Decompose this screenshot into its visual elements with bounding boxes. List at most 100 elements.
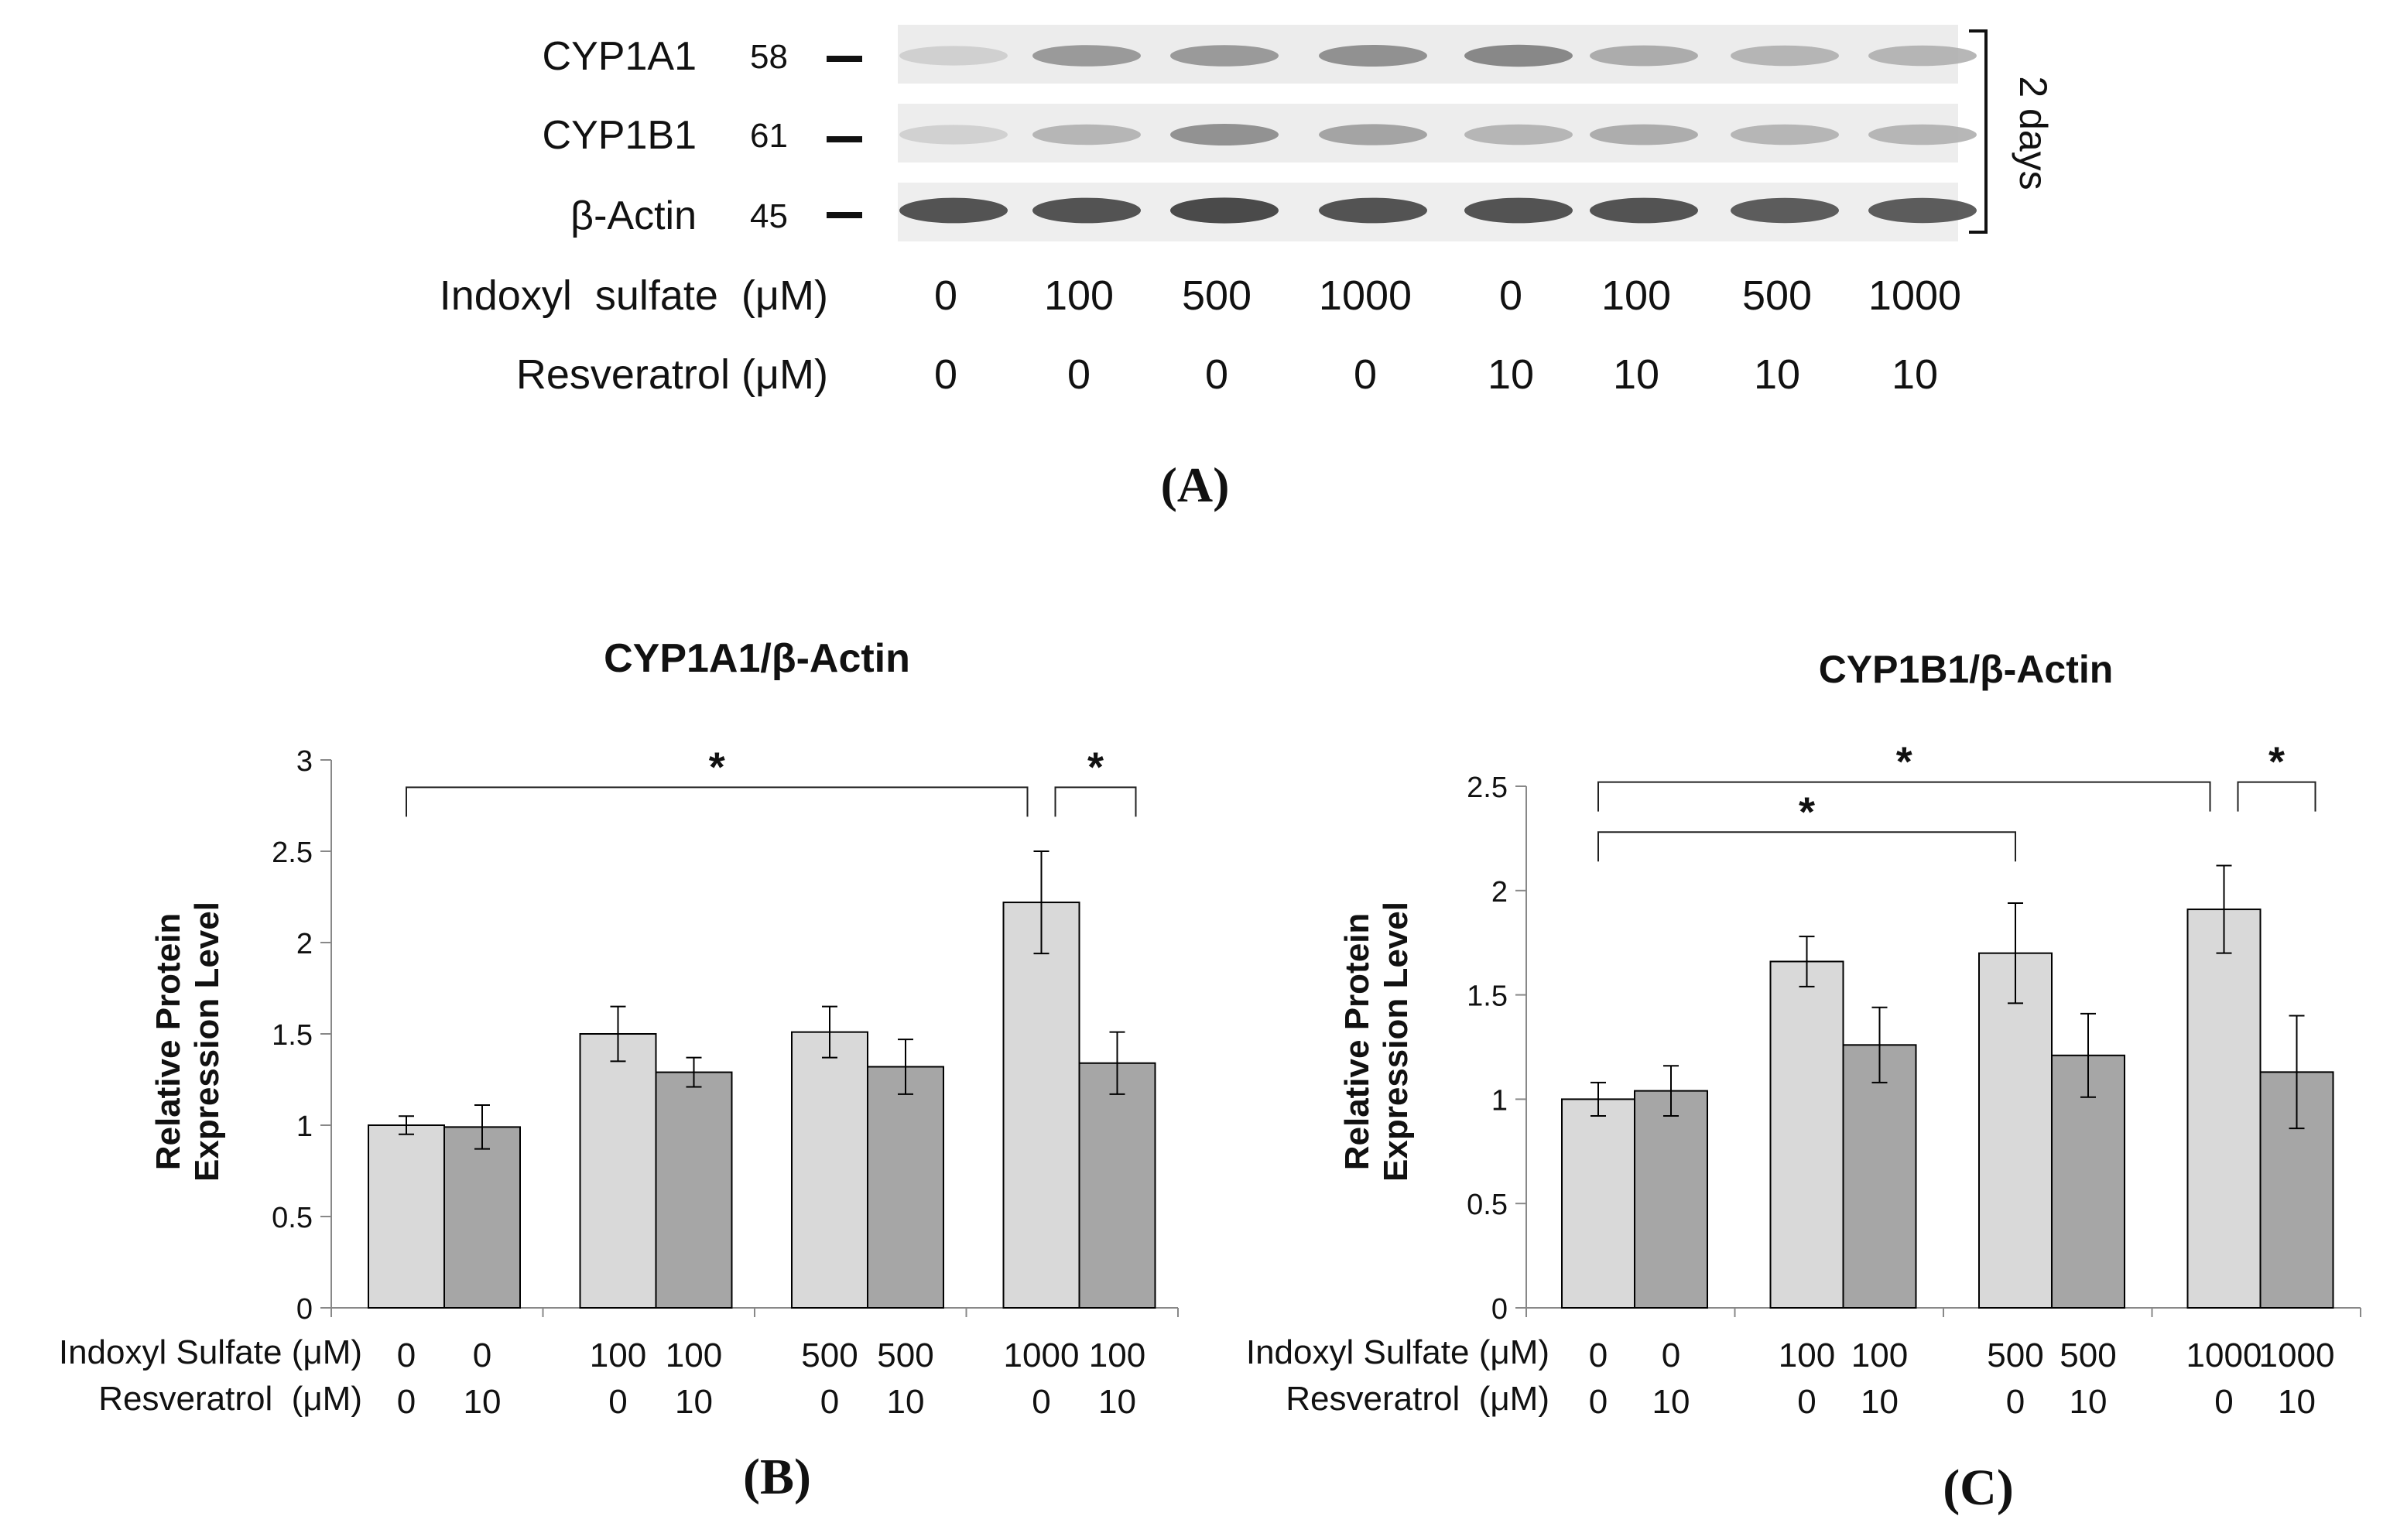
- kda-label-actin: 45: [750, 197, 788, 235]
- band-beta-actin-lane-5: [1464, 197, 1573, 224]
- kda-label-cyp1b1: 61: [750, 117, 788, 155]
- x-indoxyl-label: 100: [1851, 1336, 1908, 1374]
- significance-bracket: [1597, 781, 2211, 812]
- x-resveratrol-label: 10: [675, 1383, 713, 1421]
- protein-label-actin: β-Actin: [570, 193, 697, 238]
- band-cyp1b1-lane-6: [1590, 124, 1698, 145]
- panel-c-label: (C): [1943, 1460, 2014, 1516]
- x-indoxyl-label: 0: [397, 1336, 416, 1374]
- bar: [443, 1126, 521, 1309]
- x-indoxyl-label: 100: [590, 1336, 646, 1374]
- indoxyl-row-label: Indoxyl sulfate (μM): [440, 272, 828, 319]
- bar: [1078, 1062, 1156, 1309]
- y-tick-label: 1: [1491, 1084, 1508, 1117]
- x-indoxyl-label: 1000: [2186, 1336, 2262, 1374]
- chart-c-cyp1b1: CYP1B1/β-Actin Relative Protein Expressi…: [1246, 648, 2361, 1516]
- resveratrol-row-label: Resveratrol (μM): [516, 351, 828, 398]
- lane-labels: 0 100 500 1000 0 100 500 1000 0 0 0 0 10 10 10 10: [934, 272, 1961, 398]
- band-cyp1b1-lane-7: [1731, 124, 1839, 145]
- bar: [579, 1033, 657, 1309]
- y-tick-label: 0.5: [272, 1202, 313, 1234]
- x-resveratrol-label: 0: [2006, 1383, 2025, 1421]
- x-indoxyl-label: 0: [473, 1336, 491, 1374]
- x-indoxyl-label: 500: [1987, 1336, 2043, 1374]
- marker-tick: [827, 212, 862, 218]
- resveratrol-lane-label: 10: [1892, 351, 1938, 398]
- band-cyp1a1-lane-5: [1464, 44, 1573, 67]
- x-resveratrol-label: 0: [2214, 1383, 2233, 1421]
- significance-marker: *: [2268, 739, 2285, 785]
- bar: [1634, 1090, 1708, 1309]
- bar: [1769, 960, 1844, 1309]
- band-beta-actin-lane-4: [1319, 197, 1427, 224]
- y-tick-label: 0: [1491, 1293, 1508, 1326]
- x-resveratrol-label: 10: [2070, 1383, 2108, 1421]
- resveratrol-lane-label: 0: [1205, 351, 1228, 398]
- bar: [1842, 1044, 1917, 1309]
- x-indoxyl-label: 100: [1779, 1336, 1835, 1374]
- bar: [368, 1124, 445, 1309]
- y-axis-label: Expression Level: [1377, 902, 1415, 1182]
- band-cyp1a1-lane-4: [1319, 45, 1427, 67]
- band-beta-actin-lane-6: [1590, 197, 1698, 224]
- y-tick-label: 2: [1491, 876, 1508, 909]
- marker-tick: [827, 56, 862, 62]
- band-cyp1b1-lane-5: [1464, 124, 1573, 145]
- time-bracket: [1969, 29, 1988, 234]
- band-cyp1a1-lane-2: [1032, 45, 1141, 67]
- x-resveratrol-label: 10: [2278, 1383, 2316, 1421]
- significance-bracket: [1054, 786, 1137, 817]
- resveratrol-lane-label: 10: [1613, 351, 1659, 398]
- significance-marker: *: [1799, 789, 1815, 835]
- band-cyp1b1-lane-2: [1032, 124, 1141, 145]
- bar: [1002, 902, 1080, 1309]
- y-axis-label: Expression Level: [188, 902, 226, 1182]
- bar: [1561, 1098, 1635, 1309]
- panel-a-label: (A): [1161, 457, 1230, 512]
- band-cyp1a1-lane-7: [1731, 45, 1839, 67]
- y-tick-label: 1: [296, 1111, 313, 1143]
- band-beta-actin-lane-7: [1731, 197, 1839, 224]
- bar: [867, 1066, 944, 1309]
- chart-title: CYP1B1/β-Actin: [1819, 648, 2114, 691]
- x-resveratrol-label: 10: [464, 1383, 502, 1421]
- indoxyl-row-label: Indoxyl Sulfate (μM): [59, 1333, 362, 1371]
- band-cyp1b1-lane-8: [1868, 124, 1977, 145]
- indoxyl-lane-label: 1000: [1319, 272, 1412, 319]
- band-cyp1a1-lane-3: [1170, 45, 1279, 67]
- x-indoxyl-label: 500: [2060, 1336, 2116, 1374]
- indoxyl-lane-label: 500: [1182, 272, 1251, 319]
- marker-tick: [827, 136, 862, 142]
- indoxyl-lane-label: 100: [1601, 272, 1671, 319]
- significance-bracket: [406, 786, 1029, 817]
- resveratrol-lane-label: 0: [1067, 351, 1091, 398]
- band-cyp1a1-lane-6: [1590, 45, 1698, 67]
- x-resveratrol-label: 0: [820, 1383, 839, 1421]
- panel-b-label: (B): [743, 1449, 811, 1505]
- x-resveratrol-label: 0: [397, 1383, 416, 1421]
- x-resveratrol-label: 0: [608, 1383, 627, 1421]
- band-cyp1a1-lane-1: [899, 46, 1008, 66]
- x-indoxyl-label: 0: [1589, 1336, 1608, 1374]
- bar: [655, 1071, 733, 1309]
- panel-a-western-blot: CYP1A1 CYP1B1 β-Actin 58 61 45 2 days In…: [440, 25, 2055, 512]
- band-beta-actin-lane-2: [1032, 197, 1141, 224]
- y-axis-label: Relative Protein: [1338, 913, 1376, 1171]
- chart-b-cyp1a1: CYP1A1/β-Actin Relative Protein Expressi…: [59, 636, 1179, 1505]
- resveratrol-lane-label: 0: [934, 351, 957, 398]
- y-tick-label: 0: [296, 1293, 313, 1326]
- indoxyl-lane-label: 0: [934, 272, 957, 319]
- indoxyl-lane-label: 1000: [1868, 272, 1961, 319]
- y-tick-label: 2.5: [272, 837, 313, 869]
- y-tick-label: 2.5: [1467, 772, 1508, 804]
- x-resveratrol-label: 10: [887, 1383, 925, 1421]
- y-tick-label: 1.5: [1467, 980, 1508, 1013]
- bar: [2186, 909, 2262, 1309]
- indoxyl-lane-label: 100: [1044, 272, 1114, 319]
- indoxyl-lane-label: 500: [1742, 272, 1812, 319]
- x-resveratrol-label: 10: [1098, 1383, 1136, 1421]
- bar: [791, 1031, 868, 1309]
- band-beta-actin-lane-1: [899, 197, 1008, 224]
- resveratrol-lane-label: 0: [1354, 351, 1377, 398]
